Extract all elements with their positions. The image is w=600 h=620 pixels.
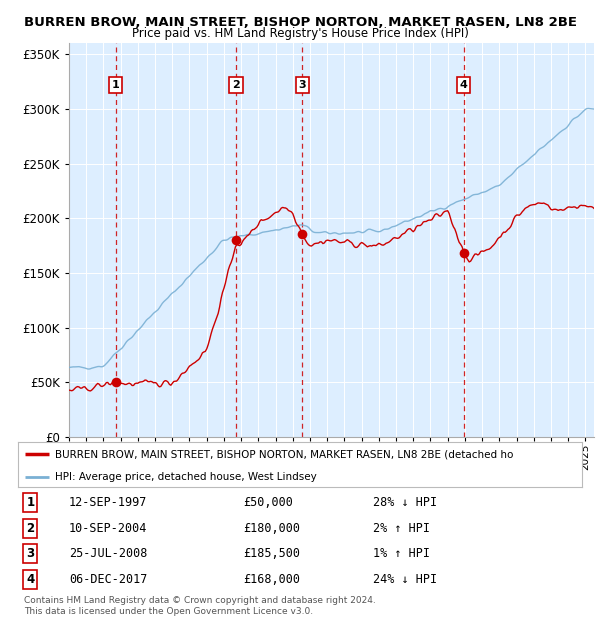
- Text: HPI: Average price, detached house, West Lindsey: HPI: Average price, detached house, West…: [55, 472, 316, 482]
- Text: 1: 1: [112, 80, 119, 90]
- Text: 1: 1: [26, 496, 34, 509]
- Text: £185,500: £185,500: [244, 547, 301, 560]
- Text: 12-SEP-1997: 12-SEP-1997: [69, 496, 147, 509]
- Text: £168,000: £168,000: [244, 573, 301, 586]
- Text: 24% ↓ HPI: 24% ↓ HPI: [373, 573, 437, 586]
- Text: 4: 4: [26, 573, 35, 586]
- Text: 28% ↓ HPI: 28% ↓ HPI: [373, 496, 437, 509]
- Text: 2: 2: [26, 521, 34, 534]
- Text: 2: 2: [232, 80, 240, 90]
- Text: 06-DEC-2017: 06-DEC-2017: [69, 573, 147, 586]
- Text: £180,000: £180,000: [244, 521, 301, 534]
- Text: BURREN BROW, MAIN STREET, BISHOP NORTON, MARKET RASEN, LN8 2BE: BURREN BROW, MAIN STREET, BISHOP NORTON,…: [23, 16, 577, 29]
- Text: 2% ↑ HPI: 2% ↑ HPI: [373, 521, 430, 534]
- Text: 3: 3: [299, 80, 306, 90]
- Text: 25-JUL-2008: 25-JUL-2008: [69, 547, 147, 560]
- Text: 4: 4: [460, 80, 467, 90]
- Text: 10-SEP-2004: 10-SEP-2004: [69, 521, 147, 534]
- Text: 1% ↑ HPI: 1% ↑ HPI: [373, 547, 430, 560]
- Text: Contains HM Land Registry data © Crown copyright and database right 2024.
This d: Contains HM Land Registry data © Crown c…: [24, 596, 376, 616]
- Text: 3: 3: [26, 547, 34, 560]
- Text: BURREN BROW, MAIN STREET, BISHOP NORTON, MARKET RASEN, LN8 2BE (detached ho: BURREN BROW, MAIN STREET, BISHOP NORTON,…: [55, 449, 513, 459]
- Text: £50,000: £50,000: [244, 496, 293, 509]
- Text: Price paid vs. HM Land Registry's House Price Index (HPI): Price paid vs. HM Land Registry's House …: [131, 27, 469, 40]
